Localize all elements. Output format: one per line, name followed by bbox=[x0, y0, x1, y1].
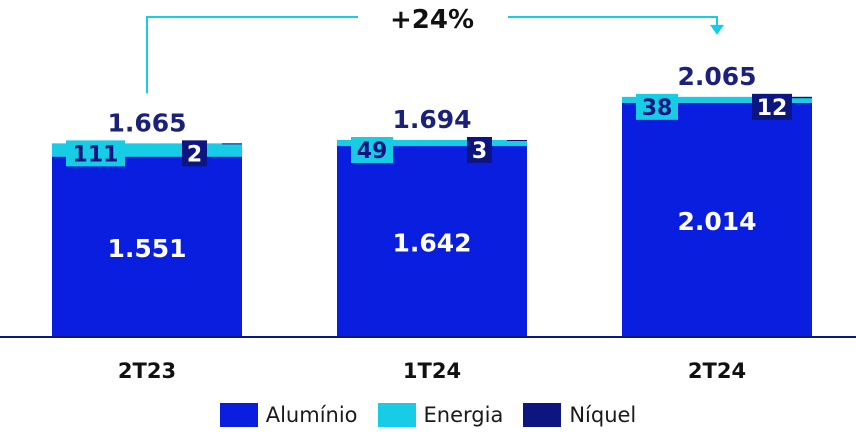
bar-value-niquel: 3 bbox=[472, 139, 487, 164]
bar-value-aluminio: 1.551 bbox=[107, 234, 186, 263]
legend-item-energia: Energia bbox=[378, 403, 504, 427]
bar-total-label: 1.665 bbox=[107, 108, 186, 137]
bar-value-energia: 111 bbox=[73, 142, 119, 167]
legend-label-niquel: Níquel bbox=[569, 403, 636, 427]
bar-value-aluminio: 1.642 bbox=[392, 229, 471, 258]
chart-legend: Alumínio Energia Níquel bbox=[0, 403, 856, 427]
bar-value-niquel: 2 bbox=[187, 142, 202, 167]
bar-total-label: 1.694 bbox=[392, 105, 471, 134]
bar-value-aluminio: 2.014 bbox=[677, 207, 756, 236]
legend-swatch-energia bbox=[378, 403, 416, 427]
bar-segment-niquel bbox=[222, 143, 242, 144]
legend-item-niquel: Níquel bbox=[523, 403, 636, 427]
growth-arrow-head bbox=[710, 25, 724, 35]
bar-value-energia: 38 bbox=[642, 96, 673, 121]
bar-total-label: 2.065 bbox=[677, 62, 756, 91]
legend-swatch-aluminio bbox=[220, 403, 258, 427]
category-label: 1T24 bbox=[403, 359, 461, 383]
legend-label-energia: Energia bbox=[424, 403, 504, 427]
bar-segment-niquel bbox=[792, 97, 812, 98]
category-label: 2T23 bbox=[118, 359, 176, 383]
bar-value-energia: 49 bbox=[357, 139, 388, 164]
growth-annotation: +24% bbox=[390, 5, 474, 35]
bar-segment-niquel bbox=[507, 140, 527, 141]
legend-item-aluminio: Alumínio bbox=[220, 403, 358, 427]
legend-label-aluminio: Alumínio bbox=[266, 403, 358, 427]
legend-swatch-niquel bbox=[523, 403, 561, 427]
bar-value-niquel: 12 bbox=[757, 96, 788, 121]
category-label: 2T24 bbox=[688, 359, 746, 383]
